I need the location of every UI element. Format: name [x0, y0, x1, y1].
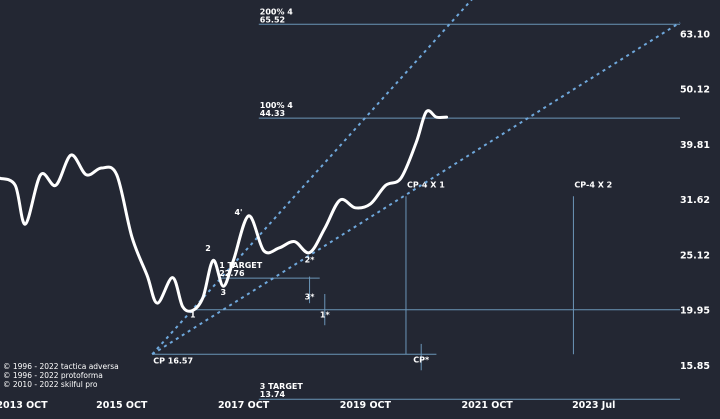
- level-label: 100% 4: [260, 101, 294, 110]
- x-tick-label: 2019 OCT: [340, 400, 392, 411]
- y-tick-label: 31.62: [680, 195, 710, 206]
- level-label: 1 TARGET: [219, 261, 263, 270]
- level-value: 13.74: [260, 390, 286, 399]
- wave-label: 1: [190, 311, 196, 320]
- credit-line: © 1996 - 2022 protoforma: [3, 371, 103, 380]
- level-label: CP 16.57: [153, 356, 193, 365]
- x-tick-label: 2013 OCT: [0, 400, 48, 411]
- y-tick-label: 63.10: [680, 29, 710, 40]
- credit-line: © 2010 - 2022 skilful pro: [3, 380, 98, 389]
- wave-label: 4': [234, 208, 242, 217]
- y-tick-label: 50.12: [680, 85, 710, 96]
- x-tick-label: 2015 OCT: [96, 400, 148, 411]
- reference-label: CP-4 X 1: [407, 180, 445, 189]
- level-label: 200% 4: [260, 7, 294, 16]
- wave-label: CP*: [413, 356, 430, 365]
- y-tick-label: 39.81: [680, 140, 710, 151]
- level-label: 3 TARGET: [260, 382, 304, 391]
- level-value: 65.52: [260, 15, 285, 24]
- price-line: [0, 109, 449, 313]
- level-value: 22.76: [219, 269, 245, 278]
- y-tick-label: 25.12: [680, 250, 710, 261]
- wave-label: 2: [205, 244, 211, 253]
- y-tick-label: 19.95: [680, 306, 710, 317]
- level-value: 44.33: [260, 109, 285, 118]
- x-tick-label: 2023 Jul: [572, 400, 615, 411]
- wave-label: 1*: [320, 311, 331, 320]
- credit-line: © 1996 - 2022 tactica adversa: [3, 362, 119, 371]
- x-tick-label: 2017 OCT: [218, 400, 270, 411]
- x-tick-label: 2021 OCT: [462, 400, 514, 411]
- y-tick-label: 15.85: [680, 361, 710, 372]
- trendline: [151, 21, 681, 356]
- wave-label: 3*: [305, 293, 316, 302]
- wave-label: 2*: [305, 255, 316, 264]
- reference-label: CP-4 X 2: [574, 180, 612, 189]
- wave-label: 3: [220, 288, 226, 297]
